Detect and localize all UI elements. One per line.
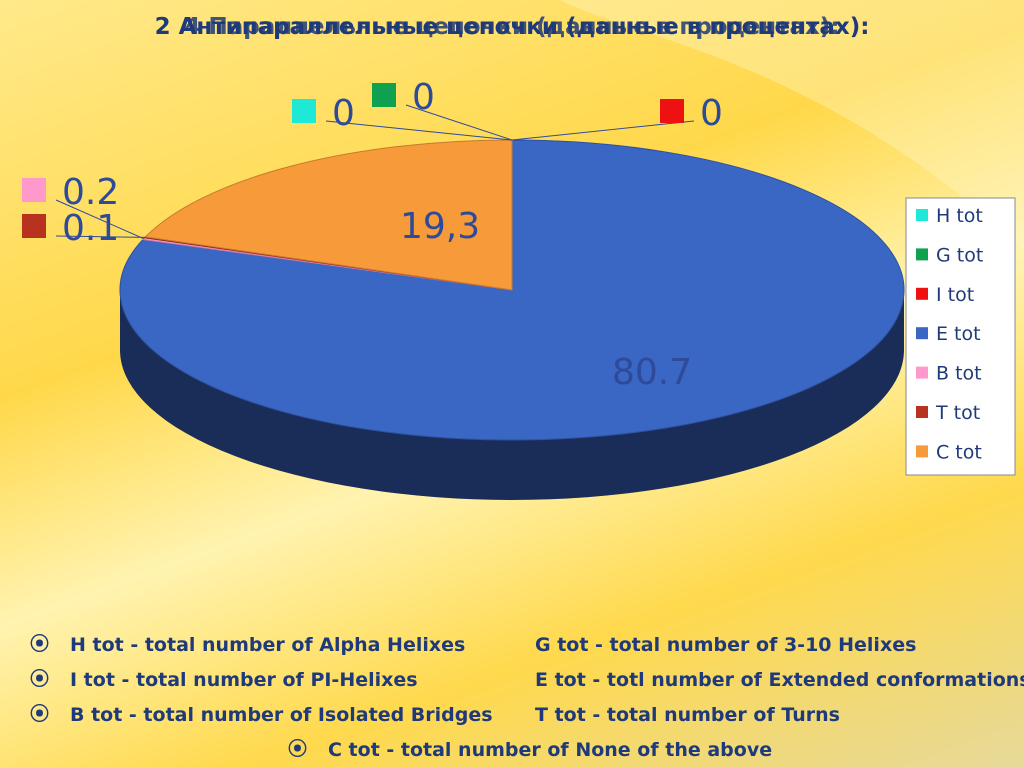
value-label: 0 — [332, 93, 355, 134]
note-text: B tot - total number of Isolated Bridges — [70, 704, 493, 726]
legend-swatch — [916, 327, 928, 340]
leader-line — [511, 120, 695, 141]
legend-label: E tot — [936, 323, 981, 345]
leader-line — [325, 120, 513, 141]
note-text: H tot - total number of Alpha Helixes — [70, 634, 465, 656]
value-label: 0.1 — [62, 208, 119, 249]
note-text: T tot - total number of Turns — [535, 704, 840, 726]
bullet: ⦿ — [30, 632, 49, 655]
legend-label: T tot — [935, 402, 980, 424]
label-swatch — [360, 212, 384, 236]
value-label: 19,3 — [400, 206, 480, 247]
chart-title: 2 Антипараллельные цепочки (данные в про… — [155, 14, 870, 40]
legend-swatch — [916, 248, 928, 261]
label-swatch — [22, 214, 46, 238]
legend-label: I tot — [936, 284, 974, 306]
note-text: I tot - total number of PI-Helixes — [70, 669, 418, 691]
bullet: ⦿ — [30, 667, 49, 690]
value-label: 80.7 — [612, 352, 692, 393]
leader-line — [405, 104, 513, 141]
note-text: G tot - total number of 3-10 Helixes — [535, 634, 916, 656]
legend-label: H tot — [936, 205, 983, 227]
value-label: 0 — [700, 93, 723, 134]
label-swatch — [572, 358, 596, 382]
chart-title: 4 Параллельные цепочки (данные в процент… — [184, 14, 839, 40]
note-text: C tot - total number of None of the abov… — [328, 739, 772, 761]
legend-label: C tot — [936, 441, 982, 463]
legend-swatch — [916, 209, 928, 221]
leader-line — [55, 199, 144, 240]
value-label: 0 — [412, 77, 435, 118]
label-swatch — [292, 99, 316, 123]
bg-wave — [0, 0, 1024, 250]
bullet: ⦿ — [30, 702, 49, 725]
label-swatch — [372, 83, 396, 107]
label-swatch — [660, 99, 684, 123]
legend-swatch — [916, 366, 928, 379]
legend-swatch — [916, 406, 928, 418]
legend-label: G tot — [936, 244, 983, 266]
pie-slice — [144, 139, 513, 291]
label-swatch — [22, 178, 46, 202]
leader-line — [55, 235, 145, 238]
legend-label: B tot — [936, 363, 982, 385]
legend-swatch — [916, 287, 928, 300]
value-label: 0.2 — [62, 172, 119, 213]
bullet: ⦿ — [288, 737, 307, 760]
note-text: E tot - totl number of Extended conforma… — [535, 669, 1024, 691]
legend-swatch — [916, 445, 928, 458]
slice-side — [120, 290, 904, 500]
